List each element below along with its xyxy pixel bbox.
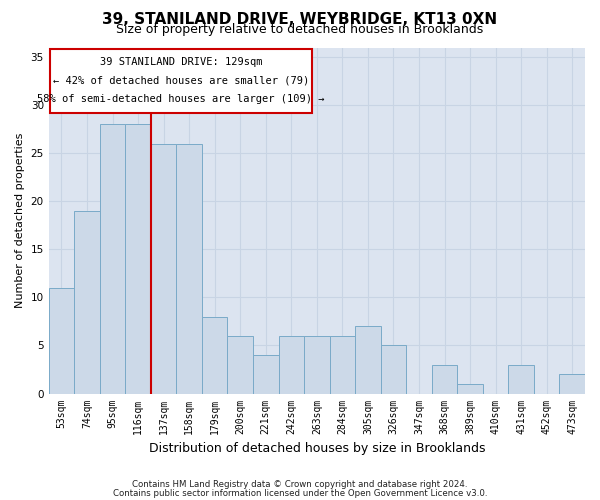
Text: ← 42% of detached houses are smaller (79): ← 42% of detached houses are smaller (79… — [53, 76, 309, 86]
Bar — [74, 211, 100, 394]
Bar — [176, 144, 202, 394]
Bar — [355, 326, 380, 394]
Bar — [227, 336, 253, 394]
Bar — [151, 144, 176, 394]
Text: Contains public sector information licensed under the Open Government Licence v3: Contains public sector information licen… — [113, 488, 487, 498]
Bar — [380, 346, 406, 394]
Text: 58% of semi-detached houses are larger (109) →: 58% of semi-detached houses are larger (… — [37, 94, 325, 104]
Bar — [457, 384, 483, 394]
Text: Contains HM Land Registry data © Crown copyright and database right 2024.: Contains HM Land Registry data © Crown c… — [132, 480, 468, 489]
FancyBboxPatch shape — [50, 50, 312, 113]
Bar — [278, 336, 304, 394]
Text: 39, STANILAND DRIVE, WEYBRIDGE, KT13 0XN: 39, STANILAND DRIVE, WEYBRIDGE, KT13 0XN — [103, 12, 497, 28]
Text: 39 STANILAND DRIVE: 129sqm: 39 STANILAND DRIVE: 129sqm — [100, 57, 262, 67]
Bar — [100, 124, 125, 394]
Bar — [432, 364, 457, 394]
Bar — [253, 355, 278, 394]
Bar — [304, 336, 329, 394]
Bar — [508, 364, 534, 394]
Text: Size of property relative to detached houses in Brooklands: Size of property relative to detached ho… — [116, 22, 484, 36]
Bar — [125, 124, 151, 394]
Bar — [202, 316, 227, 394]
Y-axis label: Number of detached properties: Number of detached properties — [15, 133, 25, 308]
Bar — [559, 374, 585, 394]
X-axis label: Distribution of detached houses by size in Brooklands: Distribution of detached houses by size … — [149, 442, 485, 455]
Bar — [329, 336, 355, 394]
Bar — [49, 288, 74, 394]
